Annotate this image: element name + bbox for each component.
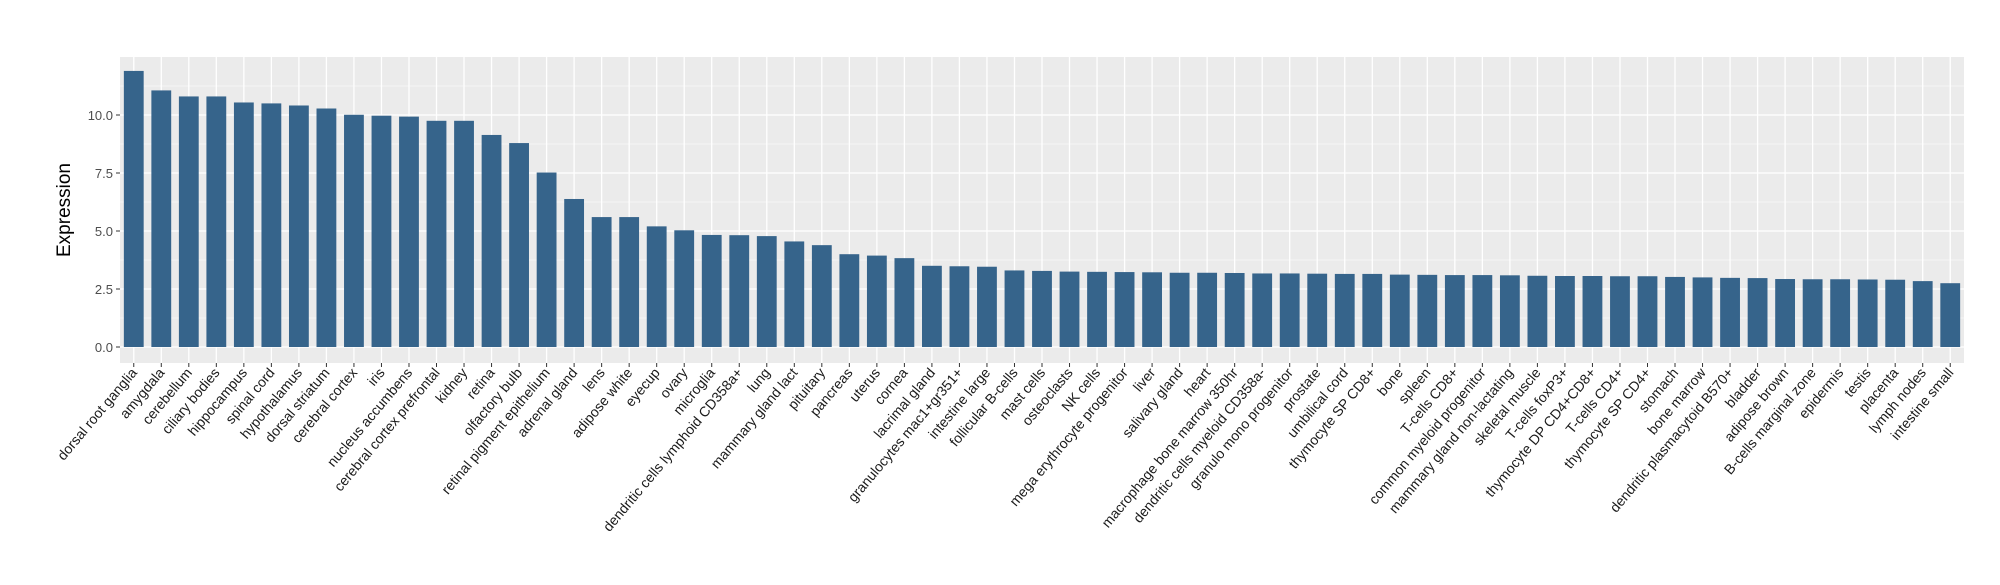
bar xyxy=(1224,272,1245,347)
bar xyxy=(426,120,447,347)
bar xyxy=(1830,279,1851,347)
bar xyxy=(1555,276,1575,347)
bar xyxy=(371,115,392,347)
bar xyxy=(756,236,777,347)
y-axis-label: Expression xyxy=(54,163,75,257)
bar xyxy=(1802,279,1823,347)
bar xyxy=(922,265,942,347)
bars xyxy=(123,70,1961,348)
x-axis: dorsal root gangliaamygdalacerebellumcil… xyxy=(54,363,1957,534)
bar xyxy=(811,245,832,347)
bar xyxy=(674,230,695,347)
y-tick-label: 5.0 xyxy=(95,224,113,239)
bar xyxy=(151,90,172,348)
bar xyxy=(1389,274,1410,347)
x-tick-label: iris xyxy=(364,365,388,389)
bar xyxy=(701,234,722,347)
bar xyxy=(454,120,474,347)
bar xyxy=(1885,279,1906,347)
bar xyxy=(1499,275,1520,347)
bar xyxy=(1142,272,1162,347)
bar xyxy=(1527,275,1548,347)
bar xyxy=(1279,273,1300,347)
bar xyxy=(536,172,557,347)
bar xyxy=(619,217,640,347)
bar xyxy=(261,103,282,348)
bar xyxy=(344,114,364,347)
bar xyxy=(233,102,254,347)
bar xyxy=(784,241,805,347)
bar xyxy=(1417,274,1438,347)
bar xyxy=(1747,278,1768,347)
bar xyxy=(1032,270,1052,347)
bar xyxy=(178,96,199,347)
bar xyxy=(1472,275,1493,347)
bar xyxy=(1334,273,1355,347)
bar xyxy=(1940,283,1961,347)
bar xyxy=(1912,281,1933,347)
bar xyxy=(1692,277,1713,347)
bar xyxy=(1059,271,1080,347)
bar xyxy=(839,254,860,347)
bar xyxy=(288,105,309,347)
bar xyxy=(316,108,337,347)
bar xyxy=(1087,271,1107,347)
y-tick-label: 7.5 xyxy=(95,166,113,181)
bar xyxy=(1857,279,1878,347)
bar xyxy=(1307,273,1328,347)
bar xyxy=(591,217,612,347)
bar xyxy=(1197,272,1218,347)
bar xyxy=(1582,276,1603,347)
bar xyxy=(1775,279,1796,347)
bar xyxy=(1114,272,1135,347)
bar xyxy=(866,255,887,347)
bar xyxy=(1444,275,1465,347)
bar xyxy=(1362,273,1383,347)
bar xyxy=(1004,270,1025,347)
bar xyxy=(481,134,502,347)
bar xyxy=(949,266,970,347)
bar xyxy=(564,198,585,347)
bar xyxy=(1720,277,1740,347)
bar xyxy=(123,70,144,348)
bar xyxy=(1252,273,1273,347)
bar xyxy=(646,226,667,347)
bar xyxy=(894,258,915,347)
bar xyxy=(729,235,750,347)
bar xyxy=(1610,276,1630,347)
bar xyxy=(399,116,419,348)
y-tick-label: 10.0 xyxy=(88,108,113,123)
y-tick-label: 0.0 xyxy=(95,340,113,355)
y-tick-label: 2.5 xyxy=(95,282,113,297)
bar xyxy=(1665,276,1685,347)
bar xyxy=(977,266,997,347)
y-axis: 0.0 2.5 5.0 7.5 10.0 xyxy=(88,108,120,355)
bar xyxy=(206,96,227,347)
bar xyxy=(509,143,529,347)
bar xyxy=(1637,276,1658,347)
bar xyxy=(1169,272,1190,347)
